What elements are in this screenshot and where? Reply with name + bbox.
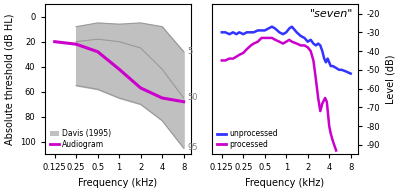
Text: 95: 95 [188,143,198,152]
X-axis label: Frequency (kHz): Frequency (kHz) [245,178,324,188]
Text: 50: 50 [188,94,198,103]
Text: 5: 5 [188,47,193,56]
X-axis label: Frequency (kHz): Frequency (kHz) [78,178,157,188]
Y-axis label: Level (dB): Level (dB) [386,55,396,104]
Y-axis label: Absolute threshold (dB HL): Absolute threshold (dB HL) [4,13,14,145]
Legend: unprocessed, processed: unprocessed, processed [216,128,279,150]
Text: "seven": "seven" [310,9,353,19]
Legend: Davis (1995), Audiogram: Davis (1995), Audiogram [48,128,113,150]
